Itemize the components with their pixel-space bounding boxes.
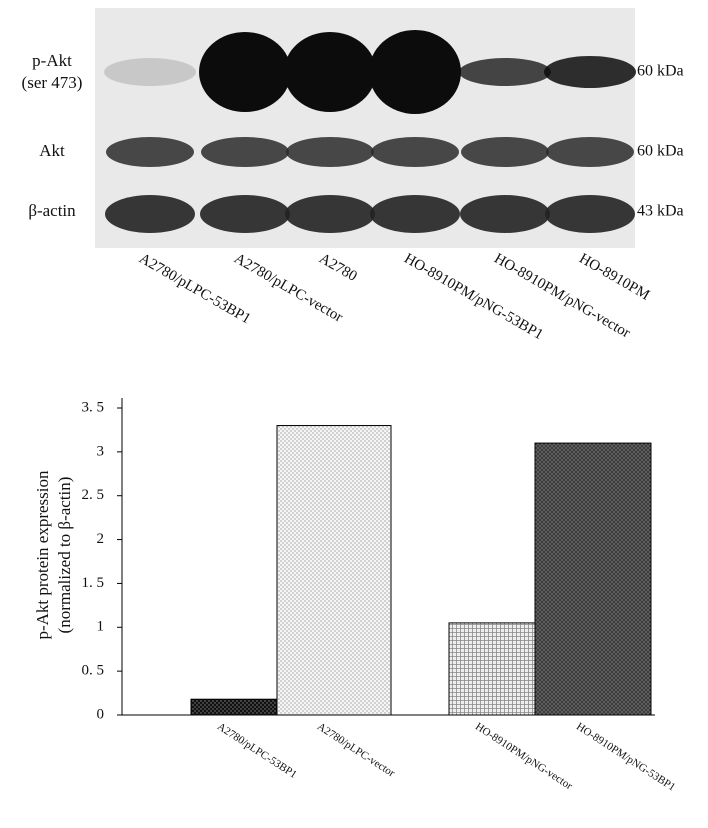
row-label: Akt — [39, 141, 65, 160]
y-tick-label: 1 — [97, 619, 105, 635]
band — [370, 195, 460, 233]
band — [459, 58, 551, 86]
bar — [276, 425, 392, 716]
bar — [448, 622, 536, 716]
band — [106, 137, 194, 167]
x-tick-label: HO-8910PM/pNG-53BP1 — [574, 721, 677, 794]
band — [546, 137, 634, 167]
band — [544, 56, 636, 88]
y-tick-label: 3. 5 — [82, 399, 105, 415]
size-label: 60 kDa — [637, 63, 684, 80]
band — [545, 195, 635, 233]
band — [105, 195, 195, 233]
band — [461, 137, 549, 167]
row-label: p-Akt — [32, 51, 72, 70]
band — [371, 137, 459, 167]
y-tick-label: 2. 5 — [82, 487, 105, 503]
y-tick-label: 1. 5 — [82, 575, 105, 591]
band — [104, 58, 196, 86]
blot-bands — [104, 30, 636, 233]
y-axis-label: p-Akt protein expression — [33, 470, 52, 640]
y-tick-label: 0 — [97, 706, 105, 722]
band — [199, 32, 291, 112]
row-label: β-actin — [28, 201, 76, 220]
y-tick-label: 2 — [97, 531, 105, 547]
band — [284, 32, 376, 112]
lane-label: A2780 — [316, 251, 359, 285]
band — [460, 195, 550, 233]
band — [285, 195, 375, 233]
size-label: 43 kDa — [637, 203, 684, 220]
size-label: 60 kDa — [637, 143, 684, 160]
x-tick-label: HO-8910PM/pNG-vector — [473, 721, 575, 793]
band — [369, 30, 461, 114]
bar — [190, 698, 278, 716]
y-axis-label: (normalized to β-actin) — [55, 477, 74, 634]
y-tick-label: 0. 5 — [82, 663, 105, 679]
band — [201, 137, 289, 167]
x-tick-label: A2780/pLPC-53BP1 — [215, 721, 299, 781]
bar — [534, 442, 652, 716]
band — [286, 137, 374, 167]
band — [200, 195, 290, 233]
row-sublabel: (ser 473) — [22, 73, 83, 92]
x-tick-label: A2780/pLPC-vector — [315, 721, 397, 780]
y-tick-label: 3 — [97, 443, 105, 459]
lane-label: HO-8910PM — [576, 251, 652, 304]
